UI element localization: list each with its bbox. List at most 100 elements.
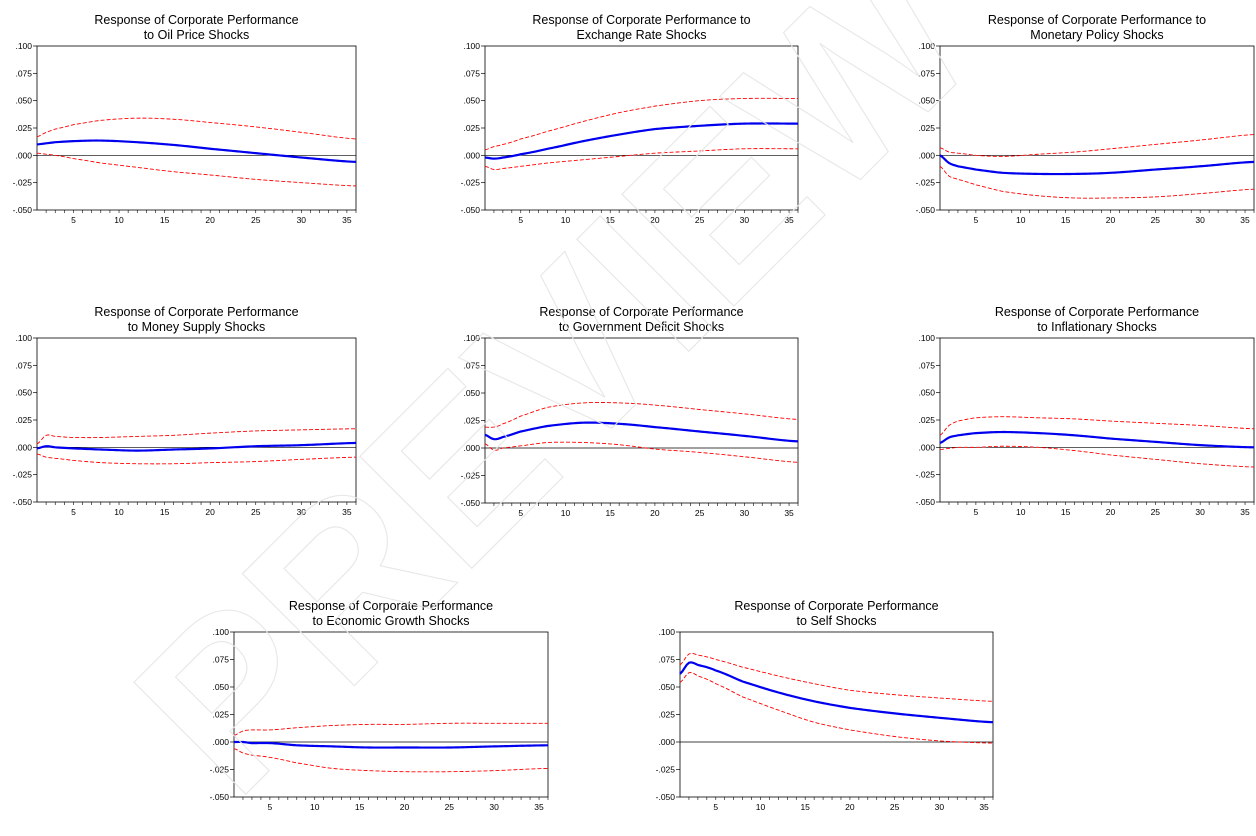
y-tick-label: .050 <box>918 96 935 106</box>
panel-title-line: to Money Supply Shocks <box>128 320 266 334</box>
y-tick-label: .075 <box>658 655 675 665</box>
y-tick-label: .075 <box>918 68 935 78</box>
x-tick-label: 15 <box>355 802 365 812</box>
panel-title-line: Monetary Policy Shocks <box>1030 28 1163 42</box>
response-line <box>484 122 799 160</box>
x-tick-label: 30 <box>740 215 750 225</box>
watermark-text: PREVIEW <box>88 0 1020 836</box>
y-tick-label: -.025 <box>656 765 676 775</box>
x-tick-label: 20 <box>650 215 660 225</box>
x-tick-label: 30 <box>1195 215 1205 225</box>
plot-frame <box>679 631 994 798</box>
y-tick-label: -.050 <box>916 205 936 215</box>
response-line <box>939 154 1255 176</box>
x-tick-label: 15 <box>1061 215 1071 225</box>
x-tick-label: 10 <box>756 802 766 812</box>
panel-title-line: Response of Corporate Performance to <box>532 13 750 27</box>
y-tick-label: -.050 <box>916 497 936 507</box>
y-tick-label: .100 <box>463 333 480 343</box>
y-tick-label: .050 <box>15 96 32 106</box>
x-tick-label: 5 <box>518 508 523 518</box>
y-tick-label: .050 <box>918 388 935 398</box>
panel-title-line: Response of Corporate Performance <box>995 305 1199 319</box>
y-tick-label: .025 <box>918 415 935 425</box>
y-tick-label: -.050 <box>13 205 33 215</box>
x-tick-label: 15 <box>160 507 170 517</box>
x-tick-label: 30 <box>935 802 945 812</box>
lower-band-line <box>484 441 799 463</box>
lower-band-line <box>233 748 549 773</box>
y-tick-label: .075 <box>463 68 480 78</box>
upper-band-line <box>679 652 994 702</box>
upper-band-line <box>484 402 799 428</box>
y-tick-label: .100 <box>212 627 229 637</box>
x-tick-label: 20 <box>1106 507 1116 517</box>
response-line <box>679 661 994 724</box>
x-tick-label: 35 <box>342 507 352 517</box>
y-tick-label: -.050 <box>461 205 481 215</box>
x-tick-label: 5 <box>268 802 273 812</box>
y-tick-label: .025 <box>212 710 229 720</box>
x-tick-label: 20 <box>1106 215 1116 225</box>
panel-title-line: to Self Shocks <box>797 614 877 628</box>
y-tick-label: .025 <box>463 416 480 426</box>
panel-title-line: Response of Corporate Performance <box>734 599 938 613</box>
y-tick-label: .100 <box>15 41 32 51</box>
x-tick-label: 5 <box>71 507 76 517</box>
x-tick-label: 35 <box>784 215 794 225</box>
y-tick-label: .100 <box>658 627 675 637</box>
x-tick-label: 30 <box>489 802 499 812</box>
y-tick-label: .100 <box>918 41 935 51</box>
y-tick-label: .075 <box>15 360 32 370</box>
response-line <box>484 421 799 443</box>
x-tick-label: 25 <box>1151 507 1161 517</box>
lower-band-line <box>679 672 994 744</box>
x-tick-label: 25 <box>695 215 705 225</box>
panel-title-line: to Economic Growth Shocks <box>312 614 469 628</box>
y-tick-label: .000 <box>15 442 32 452</box>
upper-band-line <box>233 722 548 736</box>
x-tick-label: 30 <box>740 508 750 518</box>
y-tick-label: .075 <box>918 360 935 370</box>
y-tick-label: .075 <box>15 68 32 78</box>
x-tick-label: 5 <box>713 802 718 812</box>
panel-title-line: Response of Corporate Performance to <box>988 13 1206 27</box>
y-tick-label: -.050 <box>13 497 33 507</box>
x-tick-label: 25 <box>251 507 261 517</box>
panel-title-line: to Oil Price Shocks <box>144 28 250 42</box>
y-tick-label: -.025 <box>461 471 481 481</box>
x-tick-label: 10 <box>114 507 124 517</box>
y-tick-label: .025 <box>658 710 675 720</box>
panel-title-line: to Inflationary Shocks <box>1037 320 1157 334</box>
x-tick-label: 30 <box>297 507 307 517</box>
x-tick-label: 25 <box>445 802 455 812</box>
lower-band-line <box>939 445 1255 468</box>
panel-title-line: to Government Deficit Shocks <box>559 320 724 334</box>
x-tick-label: 10 <box>114 215 124 225</box>
y-tick-label: .050 <box>463 96 480 106</box>
y-tick-label: -.025 <box>461 178 481 188</box>
x-tick-label: 30 <box>297 215 307 225</box>
x-tick-label: 25 <box>251 215 261 225</box>
x-tick-label: 35 <box>342 215 352 225</box>
y-tick-label: .000 <box>658 737 675 747</box>
y-tick-label: -.025 <box>13 178 33 188</box>
x-tick-label: 35 <box>979 802 989 812</box>
plot-frame <box>36 45 357 211</box>
response-line <box>233 740 549 749</box>
y-tick-label: .025 <box>15 123 32 133</box>
y-tick-label: .025 <box>15 415 32 425</box>
upper-band-line <box>939 416 1255 436</box>
lower-band-line <box>939 165 1255 199</box>
x-tick-label: 5 <box>974 215 979 225</box>
x-tick-label: 5 <box>974 507 979 517</box>
panels-group: Response of Corporate Performance to Oil … <box>13 13 1255 812</box>
response-line <box>36 139 357 163</box>
x-tick-label: 15 <box>605 215 615 225</box>
panel-title-line: Response of Corporate Performance <box>289 599 493 613</box>
y-tick-label: .050 <box>658 682 675 692</box>
panel-title-line: Exchange Rate Shocks <box>577 28 707 42</box>
